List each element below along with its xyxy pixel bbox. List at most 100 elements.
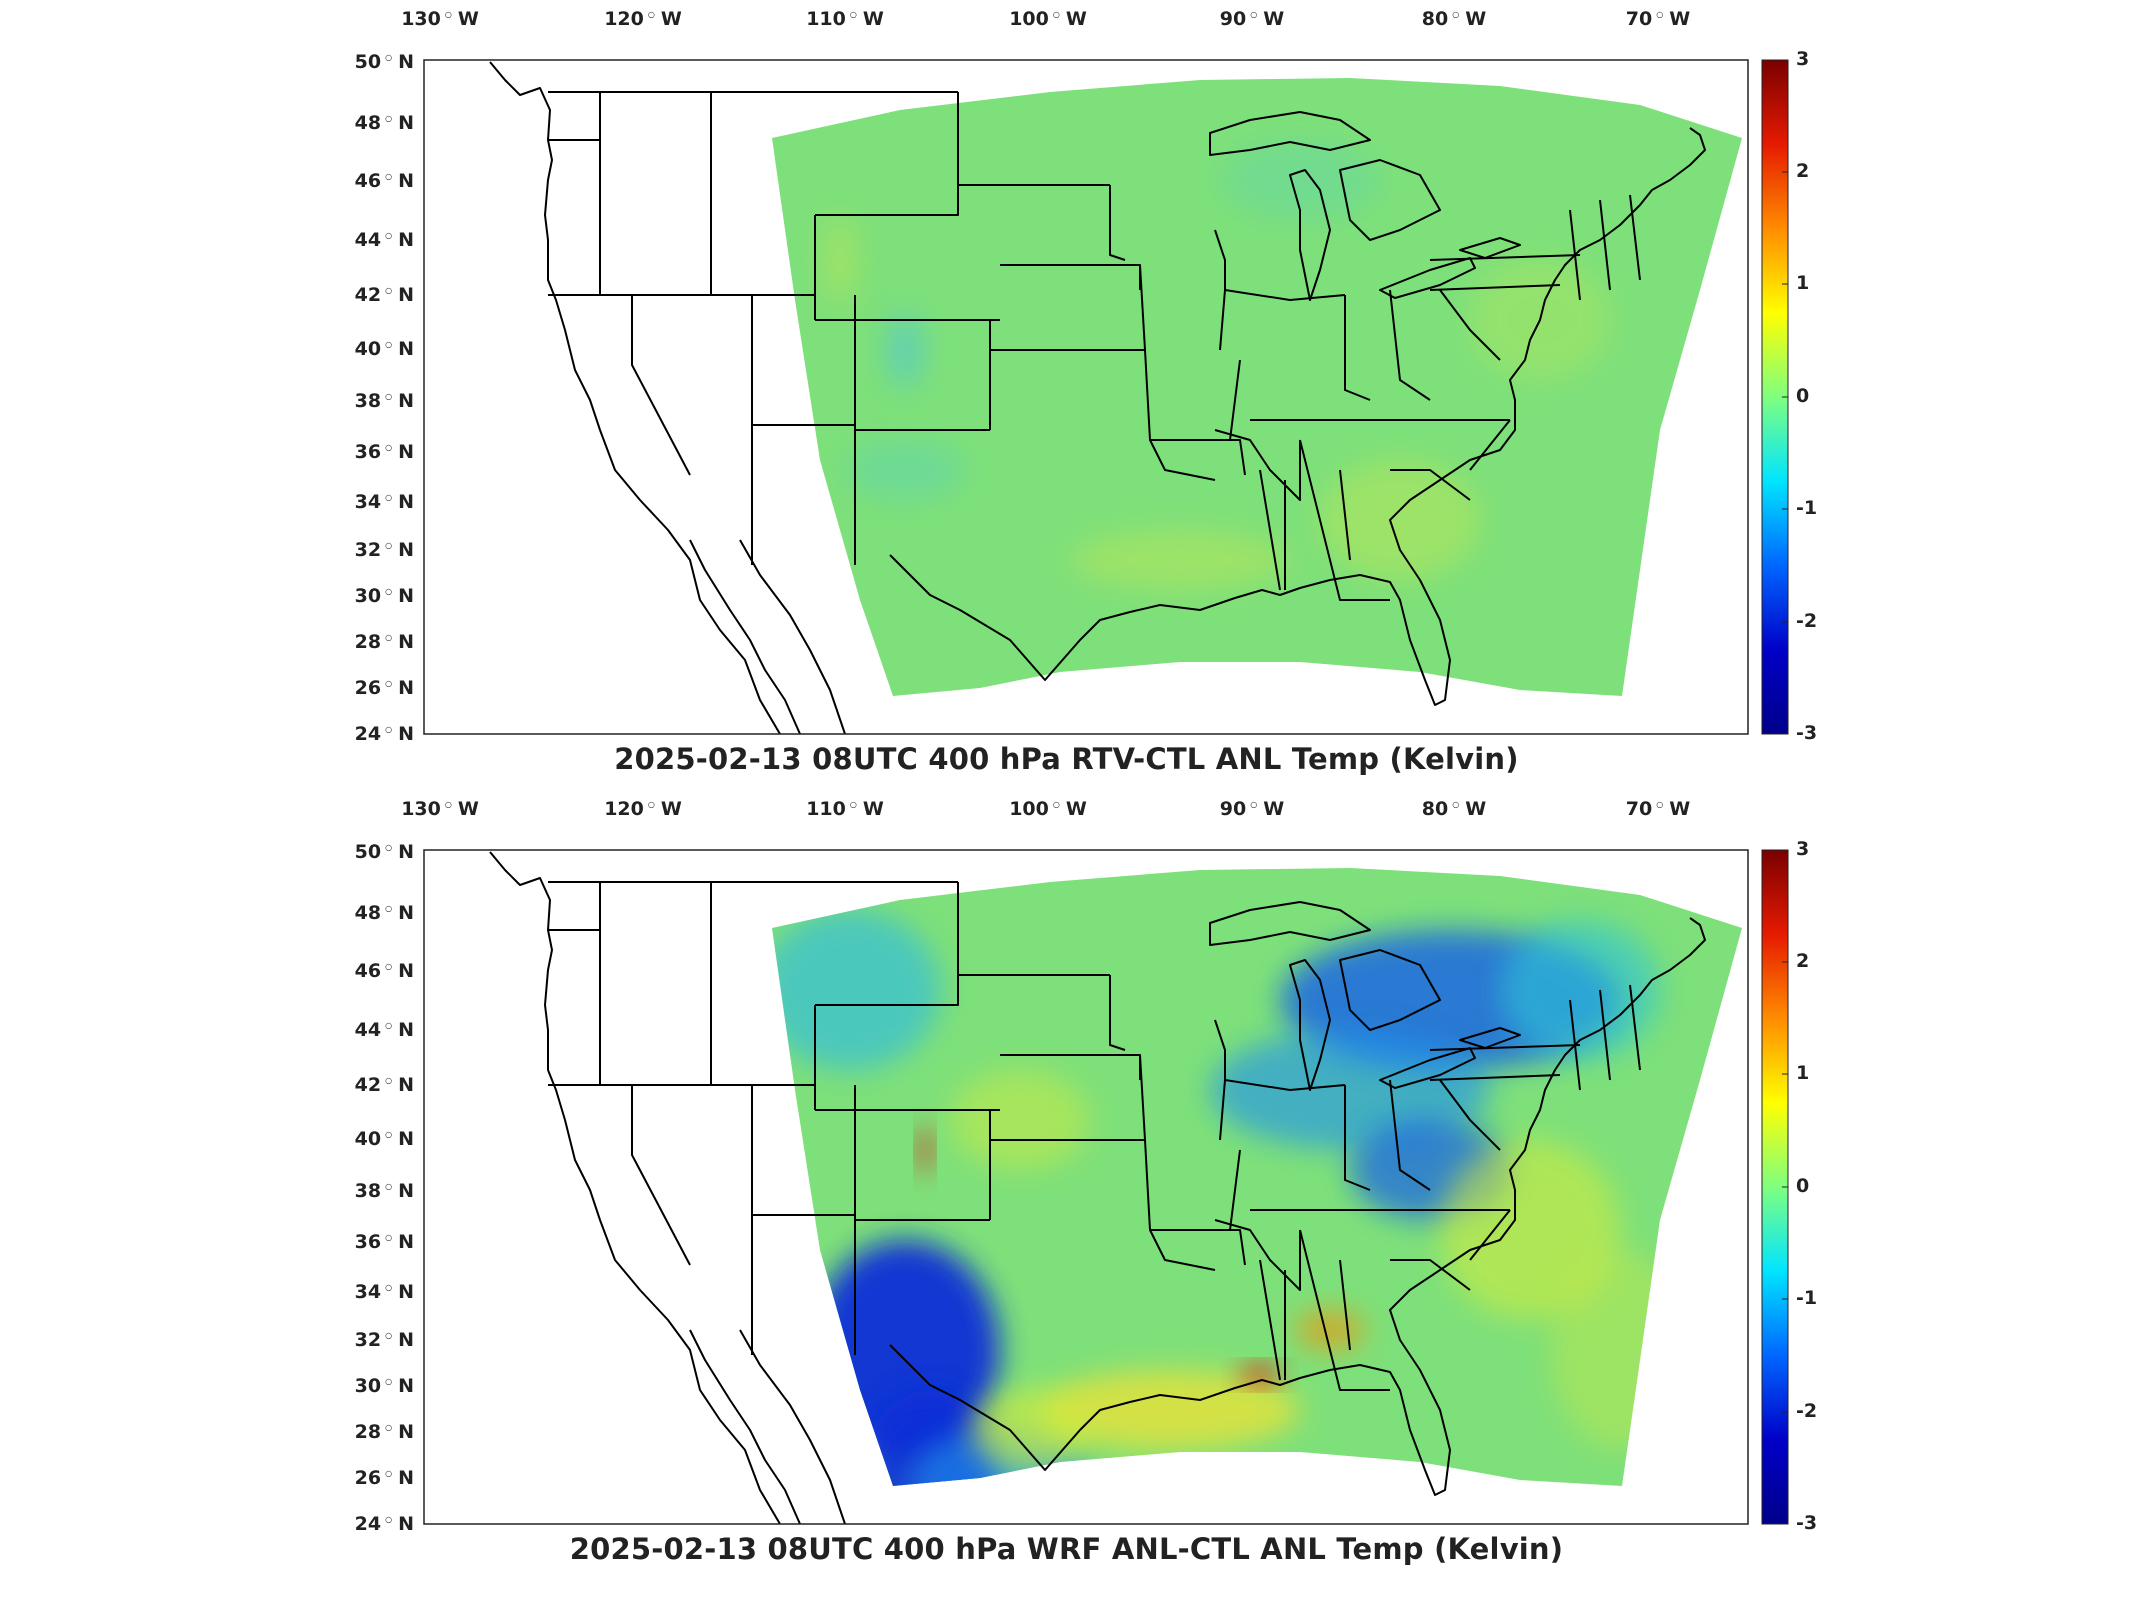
latitude-label: 46 ○ N bbox=[354, 960, 414, 982]
colorbar-label: -3 bbox=[1796, 1512, 1818, 1534]
longitude-degrees: 70 bbox=[1625, 798, 1653, 820]
longitude-degrees: 90 bbox=[1219, 798, 1247, 820]
latitude-degrees: 28 bbox=[354, 1421, 382, 1443]
degree-symbol: ○ bbox=[385, 1331, 393, 1340]
longitude-degrees: 80 bbox=[1421, 798, 1449, 820]
longitude-degrees: 120 bbox=[604, 8, 644, 30]
latitude-hemisphere: N bbox=[398, 960, 414, 982]
state-border bbox=[1339, 1259, 1351, 1351]
longitude-label: 120 ○ W bbox=[604, 798, 682, 820]
longitude-hemisphere: W bbox=[1065, 8, 1087, 30]
latitude-label: 50 ○ N bbox=[354, 51, 414, 73]
colorbar-label: -2 bbox=[1796, 610, 1818, 632]
latitude-label: 44 ○ N bbox=[354, 229, 414, 251]
degree-symbol: ○ bbox=[385, 1021, 393, 1030]
degree-symbol: ○ bbox=[385, 725, 393, 734]
degree-symbol: ○ bbox=[385, 1283, 393, 1292]
state-border bbox=[1214, 229, 1226, 351]
anomaly-area bbox=[1500, 920, 1660, 1060]
colorbar-label: -3 bbox=[1796, 722, 1818, 744]
longitude-degrees: 100 bbox=[1009, 798, 1049, 820]
degree-symbol: ○ bbox=[849, 800, 857, 809]
longitude-degrees: 130 bbox=[401, 798, 441, 820]
state-border bbox=[1429, 254, 1581, 261]
colorbar-label: 0 bbox=[1796, 385, 1810, 407]
latitude-degrees: 24 bbox=[354, 1513, 382, 1535]
plot-frame bbox=[423, 849, 1749, 1525]
latitude-hemisphere: N bbox=[398, 1421, 414, 1443]
latitude-degrees: 34 bbox=[354, 491, 382, 513]
degree-symbol: ○ bbox=[385, 493, 393, 502]
anomaly-area bbox=[845, 440, 965, 500]
temperature-anomaly-field bbox=[772, 910, 1690, 1486]
latitude-label: 46 ○ N bbox=[354, 170, 414, 192]
longitude-hemisphere: W bbox=[457, 798, 479, 820]
anomaly-area bbox=[919, 1126, 931, 1174]
longitude-degrees: 100 bbox=[1009, 8, 1049, 30]
latitude-label: 42 ○ N bbox=[354, 284, 414, 306]
longitude-hemisphere: W bbox=[862, 798, 884, 820]
longitude-label: 70 ○ W bbox=[1626, 798, 1690, 820]
map-panel-wrf: 130 ○ W 120 ○ W 110 ○ W 100 ○ W 90 ○ W 80 ○ W 70 ○ W 50 ○ N 48 ○ N… bbox=[0, 790, 2133, 1600]
degree-symbol: ○ bbox=[1052, 800, 1060, 809]
latitude-hemisphere: N bbox=[398, 539, 414, 561]
anomaly-area bbox=[1295, 1310, 1365, 1350]
state-border bbox=[1139, 1054, 1146, 1141]
longitude-hemisphere: W bbox=[1263, 798, 1285, 820]
state-border bbox=[1214, 429, 1301, 501]
degree-symbol: ○ bbox=[849, 10, 857, 19]
state-border bbox=[631, 295, 691, 476]
state-border bbox=[1224, 289, 1346, 301]
state-border bbox=[1599, 199, 1611, 291]
state-border bbox=[1109, 185, 1126, 261]
longitude-hemisphere: W bbox=[1669, 798, 1691, 820]
colorbar-label: 2 bbox=[1796, 950, 1810, 972]
colorbar-label: -2 bbox=[1796, 1400, 1818, 1422]
latitude-degrees: 36 bbox=[354, 441, 382, 463]
longitude-degrees: 110 bbox=[806, 8, 846, 30]
degree-symbol: ○ bbox=[1452, 800, 1460, 809]
longitude-degrees: 110 bbox=[806, 798, 846, 820]
state-border bbox=[1429, 284, 1561, 291]
latitude-degrees: 46 bbox=[354, 960, 382, 982]
state-border bbox=[1429, 1044, 1581, 1051]
degree-symbol: ○ bbox=[385, 962, 393, 971]
latitude-label: 44 ○ N bbox=[354, 1019, 414, 1041]
degree-symbol: ○ bbox=[385, 1423, 393, 1432]
longitude-hemisphere: W bbox=[1263, 8, 1285, 30]
colorbar-label: 1 bbox=[1796, 1062, 1810, 1084]
latitude-hemisphere: N bbox=[398, 284, 414, 306]
degree-symbol: ○ bbox=[647, 800, 655, 809]
latitude-label: 48 ○ N bbox=[354, 112, 414, 134]
degree-symbol: ○ bbox=[385, 587, 393, 596]
degree-symbol: ○ bbox=[385, 843, 393, 852]
coastline bbox=[889, 917, 1706, 1496]
state-border bbox=[1344, 295, 1371, 401]
longitude-label: 80 ○ W bbox=[1422, 8, 1486, 30]
latitude-degrees: 38 bbox=[354, 390, 382, 412]
longitude-label: 100 ○ W bbox=[1009, 8, 1087, 30]
latitude-label: 24 ○ N bbox=[354, 723, 414, 745]
longitude-degrees: 130 bbox=[401, 8, 441, 30]
state-border bbox=[1109, 975, 1126, 1051]
state-border bbox=[1629, 984, 1641, 1071]
latitude-degrees: 40 bbox=[354, 1128, 382, 1150]
latitude-hemisphere: N bbox=[398, 441, 414, 463]
latitude-label: 36 ○ N bbox=[354, 441, 414, 463]
degree-symbol: ○ bbox=[385, 1515, 393, 1524]
latitude-degrees: 32 bbox=[354, 1329, 382, 1351]
longitude-hemisphere: W bbox=[862, 8, 884, 30]
coastline bbox=[889, 127, 1706, 706]
degree-symbol: ○ bbox=[385, 1182, 393, 1191]
state-border bbox=[1224, 1079, 1346, 1091]
latitude-hemisphere: N bbox=[398, 229, 414, 251]
latitude-degrees: 50 bbox=[354, 51, 382, 73]
state-border bbox=[1299, 439, 1390, 601]
state-border bbox=[1439, 1079, 1501, 1151]
latitude-degrees: 42 bbox=[354, 1074, 382, 1096]
degree-symbol: ○ bbox=[385, 286, 393, 295]
latitude-label: 30 ○ N bbox=[354, 585, 414, 607]
degree-symbol: ○ bbox=[1052, 10, 1060, 19]
longitude-label: 130 ○ W bbox=[401, 798, 479, 820]
latitude-hemisphere: N bbox=[398, 338, 414, 360]
